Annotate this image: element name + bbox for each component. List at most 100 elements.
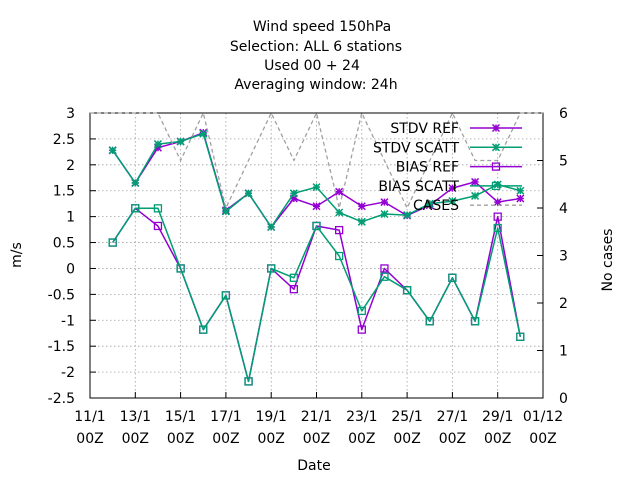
data-point [448,273,457,282]
legend-label: BIAS REF [396,160,459,176]
y2-tick-label: 3 [559,249,568,265]
data-point [176,264,185,273]
data-point [334,251,344,261]
marker-stroke [380,198,389,207]
data-point [471,177,480,186]
data-point [199,325,208,334]
data-point [176,137,185,146]
plot-frame [89,112,544,399]
x-tick-label: 17/1 [210,409,241,425]
y2-tick-label: 4 [559,201,568,217]
series-stdv-scatt [108,129,525,232]
data-point [448,197,457,206]
marker-stroke [491,143,501,152]
y-tick-label: 2 [66,158,75,174]
x-axis-label: Date [297,458,330,474]
marker-stroke [493,198,502,207]
marker-stroke [199,129,208,138]
series-line [112,207,522,383]
data-point [289,189,298,198]
data-point [493,198,502,207]
x-tick-label: 25/1 [391,409,422,425]
series-cases [90,112,543,209]
marker-stroke [380,210,389,219]
data-point [335,208,344,217]
data-point [357,306,366,316]
legend-marker [491,162,501,171]
marker-stroke [153,140,162,149]
data-point [425,199,434,208]
data-point [199,129,208,138]
x-tick-label: 23/1 [346,409,377,425]
data-point [289,285,299,294]
y2-tick-label: 5 [559,154,568,170]
marker-stroke [108,146,117,155]
data-point [425,317,434,326]
marker-stroke [244,189,253,198]
data-point [516,194,525,203]
data-point [312,221,321,231]
title-line-4: Averaging window: 24h [234,77,397,93]
marker-stroke [448,197,457,206]
data-point [244,189,253,198]
marker-stroke [516,194,525,203]
x-tick-label: 11/1 [74,409,105,425]
x-tick-label-time: 00Z [529,431,556,447]
y-tick-label: 0 [66,261,75,277]
x-tick-label-time: 00Z [257,431,284,447]
data-point [380,198,389,207]
x-tick-label: 21/1 [301,409,332,425]
marker-stroke [448,184,457,193]
x-tick-label: 19/1 [255,409,286,425]
data-point [108,146,117,155]
legend-marker [491,123,501,133]
data-point [221,291,231,300]
legend: STDV REF STDV SCATT BIAS REF BIAS SCATT CASE… [373,121,522,214]
marker-stroke [425,199,434,208]
y-tick-label: -2 [61,365,75,381]
y-tick-label: -1 [61,313,75,329]
data-point [516,186,525,195]
series-stdv-ref [108,128,525,232]
marker-stroke [471,177,480,186]
title-line-3: Used 00 + 24 [264,58,360,74]
marker-stroke [176,137,185,146]
marker-stroke [312,202,321,211]
marker-stroke [491,123,501,133]
legend-label: STDV REF [390,121,459,137]
data-point [131,204,140,213]
series-line [90,112,543,209]
series-bias-scatt [108,204,525,386]
y2-axis-label: No cases [600,229,616,292]
x-tick-label: 27/1 [437,409,468,425]
data-point [221,207,230,216]
x-tick-label-time: 00Z [393,431,420,447]
y-tick-label: 1 [66,210,75,226]
data-point [448,184,457,193]
legend-marker [491,181,501,191]
x-tick-label-time: 00Z [439,431,466,447]
data-point [312,183,321,192]
data-point [108,238,117,247]
x-tick-label-time: 00Z [167,431,194,447]
marker-stroke [335,208,344,217]
x-tick-label-time: 00Z [212,431,239,447]
data-point [357,217,366,226]
data-point [153,221,163,231]
x-tick-label-time: 00Z [348,431,375,447]
data-point [493,212,502,221]
data-point [380,210,389,219]
data-point [153,204,163,213]
data-point [312,202,321,211]
marker-stroke [289,189,298,198]
marker-stroke [403,211,412,220]
data-point [334,225,344,235]
y2-tick-label: 2 [559,296,568,312]
data-point [357,202,366,211]
y-tick-label: -0.5 [48,287,75,303]
data-point [402,286,412,295]
data-point [153,140,162,149]
marker-stroke [335,187,344,196]
series [90,112,543,386]
